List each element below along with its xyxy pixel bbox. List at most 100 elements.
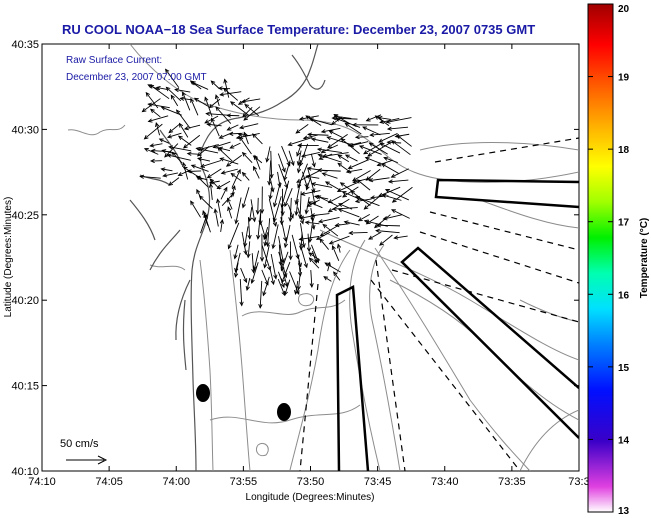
current-vector [393, 235, 408, 240]
current-vector [179, 96, 193, 101]
current-vector [309, 270, 314, 289]
current-vector [307, 132, 329, 137]
current-vector [206, 168, 222, 179]
current-timestamp: December 23, 2007 07:00 GMT [66, 72, 207, 83]
current-label: Raw Surface Current: [66, 55, 162, 66]
current-vector [259, 233, 265, 262]
current-vector [190, 81, 209, 90]
current-vector [300, 190, 321, 196]
current-vector [143, 147, 159, 155]
x-tick-label: 74:10 [28, 476, 56, 488]
x-tick-label: 73:50 [297, 476, 325, 488]
current-vector [310, 137, 329, 143]
current-vector [354, 134, 369, 140]
current-vector [385, 117, 412, 124]
current-vector [296, 159, 302, 174]
current-vector [160, 106, 182, 116]
current-vector [251, 253, 256, 274]
current-vector [147, 102, 170, 109]
current-vector [287, 204, 294, 219]
current-vector [240, 267, 248, 284]
current-vector [196, 146, 210, 157]
current-vector [347, 159, 369, 170]
current-vector [155, 122, 161, 136]
current-vector [365, 168, 381, 181]
current-vector [331, 245, 340, 261]
current-vector [160, 167, 173, 172]
radar-coverage-lines [299, 137, 579, 471]
current-vector [376, 223, 400, 228]
current-vector [300, 152, 320, 158]
y-tick-label: 40:25 [11, 210, 39, 222]
current-vector [226, 124, 239, 131]
current-vector [331, 206, 358, 211]
current-vector [243, 106, 261, 121]
current-vector [166, 153, 191, 161]
current-vector [193, 97, 209, 107]
current-vector [376, 159, 393, 167]
current-vector [243, 131, 249, 145]
current-vector [310, 207, 315, 222]
map-title: RU COOL NOAA−18 Sea Surface Temperature:… [62, 22, 535, 37]
current-vector [270, 254, 278, 280]
current-vector [149, 108, 161, 118]
current-vector [143, 123, 163, 140]
temperature-colorbar [587, 3, 614, 513]
current-vector [147, 115, 169, 123]
current-vector [278, 236, 285, 264]
current-vector [363, 143, 382, 155]
current-vector [297, 207, 304, 225]
current-vector [383, 156, 398, 164]
current-vector [345, 168, 363, 174]
y-tick-label: 40:20 [11, 295, 39, 307]
current-vector [297, 163, 308, 189]
current-vector [250, 199, 257, 223]
current-vector [288, 150, 295, 167]
current-vector [231, 185, 236, 198]
current-vector [382, 214, 403, 221]
current-vector [168, 177, 180, 186]
current-vector [396, 134, 412, 147]
current-vector [252, 250, 260, 271]
current-vector [271, 224, 279, 250]
current-vector [227, 222, 240, 250]
current-vector [213, 208, 219, 227]
current-vector [280, 251, 289, 272]
current-vector [198, 195, 213, 210]
current-vector [233, 244, 239, 260]
current-vector [337, 154, 350, 163]
current-vector [216, 180, 231, 189]
current-vector [380, 163, 399, 174]
current-vector [165, 68, 180, 88]
current-vector [322, 223, 339, 237]
station-marker-west [196, 384, 210, 402]
current-vector [327, 198, 350, 213]
current-vector [317, 168, 341, 173]
current-vector [216, 198, 222, 218]
current-vector [168, 145, 192, 152]
current-vector [268, 186, 273, 200]
current-vector [269, 270, 275, 286]
gear-outline-southeast [400, 246, 579, 439]
current-vector [343, 220, 360, 226]
y-tick-label: 40:10 [11, 466, 39, 478]
x-tick-label: 74:00 [162, 476, 190, 488]
x-axis-ticks: 74:10 74:05 74:00 73:55 73:50 73:45 73:40 73:35… [28, 44, 590, 488]
current-vector [178, 122, 189, 138]
current-vector [233, 262, 239, 278]
current-vector [367, 143, 390, 157]
current-vector [321, 152, 349, 159]
current-vector [379, 142, 401, 154]
current-vector [354, 195, 380, 207]
current-vector [362, 126, 381, 136]
current-vector [302, 134, 319, 140]
current-vector [245, 277, 251, 292]
current-vector [269, 150, 274, 179]
current-vector [308, 117, 332, 126]
current-vector [162, 172, 178, 178]
current-vector [228, 131, 241, 136]
current-vector [368, 177, 390, 183]
current-vector [384, 189, 409, 201]
current-vector [263, 244, 270, 269]
current-vector [378, 133, 398, 143]
